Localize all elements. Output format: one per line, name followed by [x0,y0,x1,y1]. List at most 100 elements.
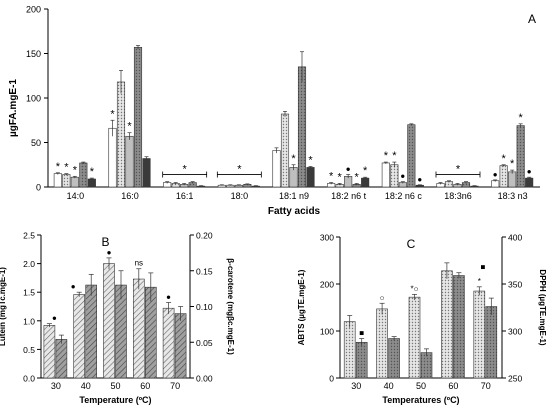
significance-mark: * [502,153,507,165]
bar [85,284,97,379]
significance-mark: * [64,162,69,174]
y-tick-label: 0.5 [23,345,35,355]
bar [355,341,368,379]
significance-mark: * [338,171,343,183]
panel-a: 0 50 100 150 200 µgFA.mgE-1 Fatty acids A 14:0 16… [8,5,540,217]
bar [116,81,126,188]
bar [491,180,500,188]
x-axis-label: Temperature (ºC) [79,395,151,405]
y-tick-label: 2.0 [23,259,35,269]
significance-mark: * [183,164,188,176]
bar [499,165,508,188]
x-tick-label: 30 [351,381,361,391]
bar [306,167,315,188]
significance-mark: *○ [411,284,419,293]
y2-tick-label: 0.05 [196,338,213,348]
x-tick-label: 70 [481,381,491,391]
significance-mark: ns [135,259,143,268]
significance-mark: * [308,155,313,167]
significance-mark: ● [166,292,171,301]
significance-mark: ● [417,175,422,184]
y2-axis-label: DPPH (µgTE.mgE-1) [538,269,547,346]
significance-mark: * [56,161,61,173]
y-axis-label: µgFA.mgE-1 [8,79,19,137]
y-tick-label: 0 [329,374,334,384]
bar [125,135,134,188]
x-axis-label: Temperatures (ºC) [382,395,459,405]
bar [343,321,356,379]
significance-mark: ■ [359,329,364,338]
bar [388,338,400,379]
significance-mark: ● [71,282,76,291]
significance-mark: ● [527,167,532,176]
y-tick-label: 0.0 [23,374,35,384]
bar [390,164,399,188]
significance-mark: * [237,164,242,176]
significance-mark: ● [400,172,405,181]
y2-tick-label: 0.00 [196,374,213,384]
y2-tick-label: 250 [508,374,522,384]
bar [73,294,85,379]
x-tick-label: 60 [448,381,458,391]
panel-b: 0.0 0.5 1.0 1.5 2.0 2.5 0.00 0.05 0.10 0.15 0.20 Lu… [0,231,235,406]
x-tick-label: 18:1 n9 [279,191,309,201]
y-tick-label: 1.0 [23,316,35,326]
y2-tick-label: 0.20 [196,231,213,241]
x-tick-label: 40 [81,381,91,391]
y-tick-label: 150 [26,49,41,59]
x-tick-label: 18:3n6 [444,191,472,201]
y-tick-label: 0 [36,183,41,193]
y-tick-label: 200 [320,280,334,290]
x-tick-label: 40 [384,381,394,391]
bar [108,127,117,188]
bar [55,339,68,379]
significance-mark: * [510,158,515,170]
y-axis-label: ABTS (µgTE.mgE-1) [297,269,306,345]
significance-mark: ○ [380,293,385,302]
bar [289,167,298,188]
bar [516,125,525,188]
y-axis-label: Lutein (mgTc.mgE-1) [0,267,7,346]
bar [62,174,71,188]
y2-tick-label: 350 [508,280,522,290]
bar [79,162,88,188]
bar [297,66,307,188]
bar [142,158,151,188]
bar [53,173,62,188]
y2-tick-label: 0.10 [196,302,213,312]
significance-mark: * [90,166,95,178]
y2-tick-label: 0.15 [196,266,213,276]
x-tick-label: 16:0 [121,191,139,201]
panel-label: C [407,237,416,251]
bar [174,313,187,379]
significance-mark: * [291,153,296,165]
bar [525,177,534,188]
x-tick-label: 18:3 n3 [498,191,528,201]
bar [420,352,433,379]
significance-mark: * [384,150,389,162]
y-tick-label: 300 [320,233,334,243]
x-tick-label: 50 [110,381,120,391]
x-tick-label: 18:2 n6 c [385,191,423,201]
x-tick-label: 18:0 [231,191,249,201]
bar [280,113,290,188]
bar [103,263,115,379]
y-tick-label: 200 [26,5,41,15]
y-tick-label: 50 [31,138,41,148]
x-tick-label: 50 [416,381,426,391]
significance-mark: * [363,165,368,177]
y-tick-label: 100 [320,327,334,337]
panel-label: B [101,235,109,249]
bar [133,278,145,379]
bar [441,270,453,379]
y2-axis-label: β-carotene (mgβc.mgE-1) [226,258,235,355]
bar [453,275,465,379]
significance-mark: ■ [480,263,485,272]
y-tick-label: 2.5 [23,231,35,241]
y-tick-label: 100 [26,94,41,104]
bar [508,171,517,188]
bar [87,178,96,188]
significance-mark: * [110,108,115,120]
